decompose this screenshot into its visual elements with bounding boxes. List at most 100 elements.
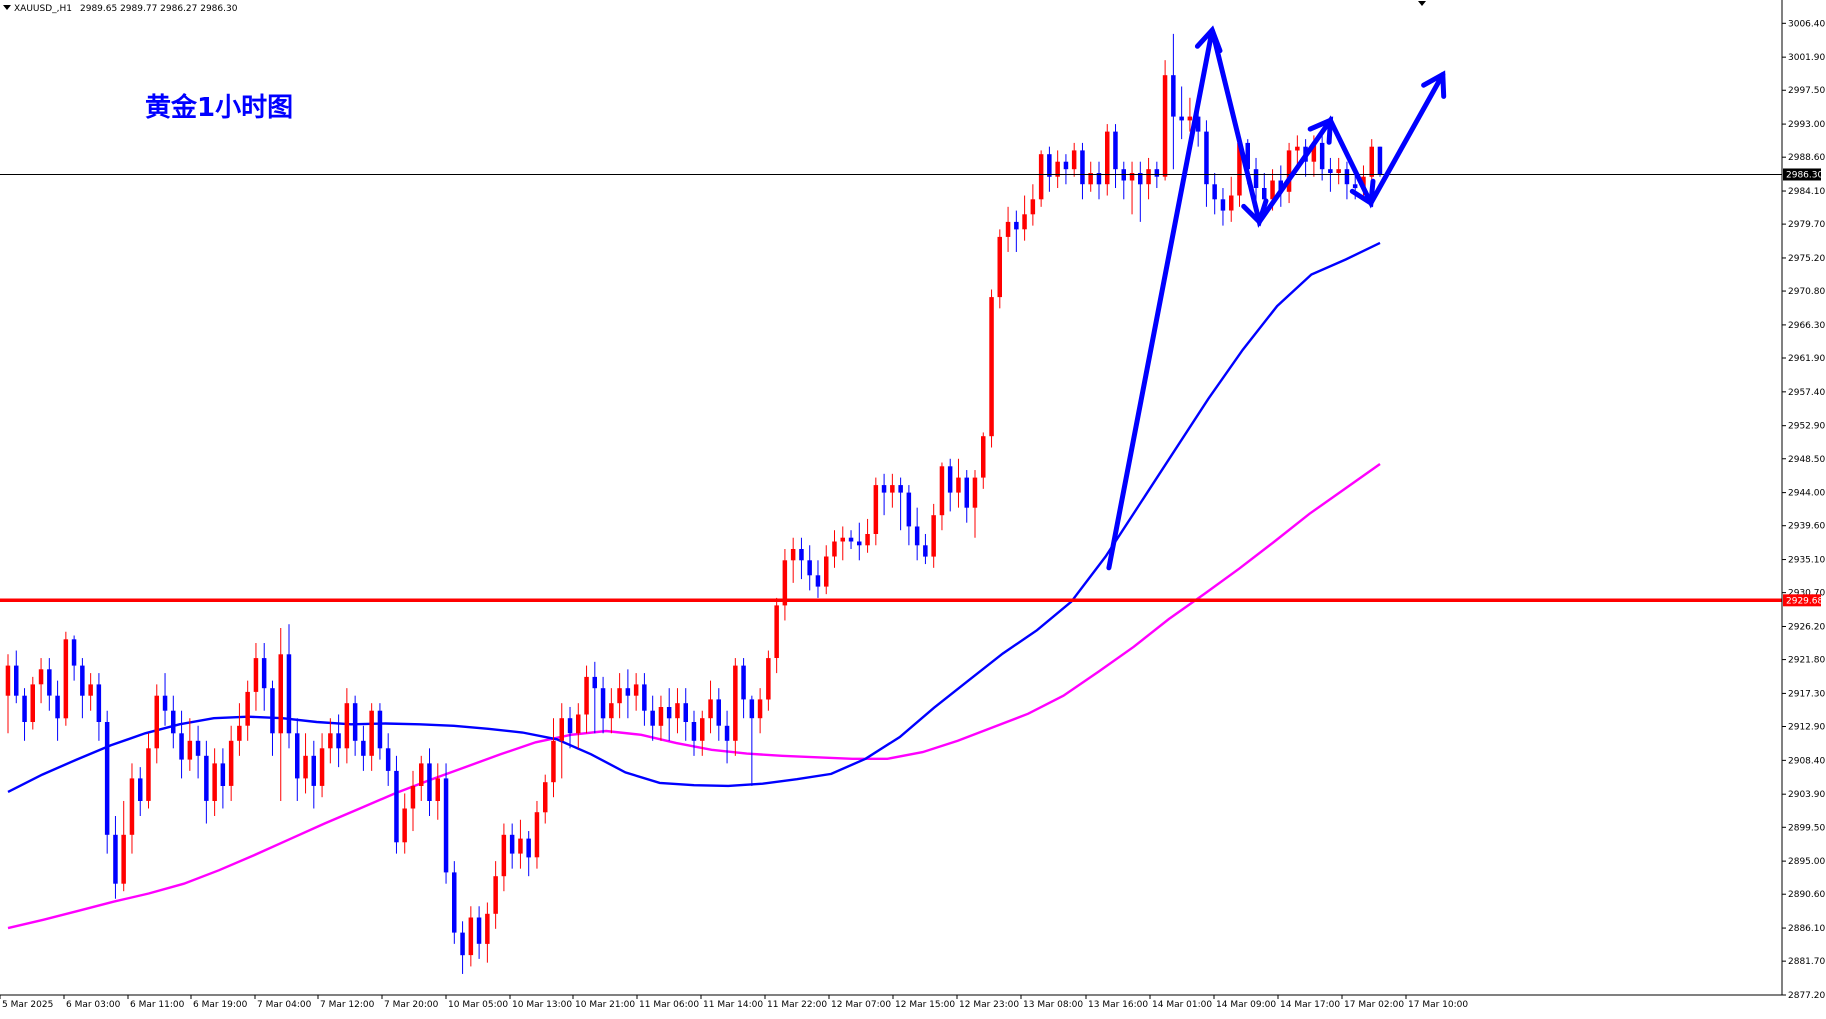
candle-body [749, 699, 755, 719]
candles-layer [5, 33, 1383, 974]
candle-body [1262, 188, 1267, 200]
candle-body [989, 297, 994, 437]
candle-body [683, 703, 688, 722]
chart-shift-marker-icon[interactable] [1418, 1, 1426, 6]
current-price-badge [1783, 168, 1821, 181]
x-tick-label: 6 Mar 19:00 [193, 1000, 248, 1010]
candle-body [286, 654, 292, 734]
candle-body [493, 876, 498, 914]
candle-body [1138, 173, 1143, 185]
candle-body [22, 695, 27, 722]
candle-body [419, 763, 424, 786]
y-tick-label: 2935.10 [1788, 556, 1825, 566]
candle-body [1319, 142, 1325, 170]
y-tick-label: 2984.10 [1788, 187, 1825, 197]
candle-body [154, 695, 159, 749]
candle-body [666, 707, 672, 719]
candle-body [939, 466, 945, 516]
candle-body [650, 710, 655, 726]
candle-body [1162, 75, 1168, 177]
symbol-dropdown-icon[interactable] [3, 5, 11, 10]
y-tick-label: 2917.30 [1788, 689, 1825, 699]
candle-body [724, 725, 730, 741]
candle-body [63, 639, 69, 719]
arrowhead-icon [1349, 178, 1376, 208]
candle-body [1113, 131, 1118, 170]
y-axis: 3006.40 3001.90 2997.50 2993.00 2988.60 2984.… [1782, 19, 1825, 1001]
candle-body [873, 485, 879, 534]
candle-body [443, 778, 449, 873]
candle-body [88, 684, 93, 696]
candle-body [501, 834, 507, 877]
candle-body [567, 718, 573, 734]
candle-body [171, 710, 176, 734]
x-tick-label: 13 Mar 16:00 [1088, 1000, 1148, 1010]
candle-body [716, 699, 721, 726]
candle-body [592, 676, 597, 689]
candle-body [369, 710, 374, 756]
candle-body [402, 808, 407, 843]
candle-body [708, 699, 713, 719]
candle-body [881, 485, 887, 493]
y-tick-label: 2997.50 [1788, 86, 1825, 96]
candle-body [1129, 173, 1135, 181]
hlines-layer [0, 173, 1782, 603]
candle-body [733, 665, 738, 741]
candle-body [1352, 184, 1358, 189]
candle-body [1204, 131, 1209, 185]
candle-body [824, 556, 829, 587]
candle-body [212, 763, 217, 801]
candle-body [956, 477, 961, 493]
candle-body [336, 733, 341, 749]
chart-title: 黄金1小时图 [145, 92, 293, 123]
candle-body [625, 688, 631, 696]
candle-body [906, 492, 912, 527]
x-axis: 5 Mar 2025 6 Mar 03:00 6 Mar 11:00 6 Mar 19… [0, 995, 1468, 1010]
candle-body [394, 770, 399, 843]
y-tick-label: 2908.40 [1788, 756, 1825, 766]
y-tick-label: 2948.50 [1788, 455, 1825, 465]
y-tick-label: 2961.90 [1788, 354, 1825, 364]
candle-body [518, 838, 523, 854]
candle-body [80, 665, 85, 696]
arrowhead-icon [1307, 116, 1334, 145]
candle-body [96, 684, 102, 722]
x-tick-label: 12 Mar 23:00 [959, 1000, 1019, 1010]
current-price-label: 2986.30 [1786, 170, 1823, 180]
candle-body [782, 560, 788, 606]
candle-body [1328, 169, 1333, 173]
candle-body [559, 718, 564, 741]
candle-body [1220, 199, 1226, 211]
arrowhead-icon [1194, 25, 1223, 54]
x-tick-label: 11 Mar 06:00 [639, 1000, 699, 1010]
y-tick-label: 2939.60 [1788, 522, 1825, 532]
candle-body [914, 526, 920, 546]
candle-body [642, 684, 647, 711]
candle-body [237, 725, 242, 741]
candle-body [195, 740, 201, 756]
x-tick-label: 10 Mar 13:00 [512, 1000, 572, 1010]
candle-body [1063, 161, 1069, 170]
candle-body [600, 688, 606, 719]
y-tick-label: 2899.50 [1788, 823, 1825, 833]
trend-arrow-path [1106, 29, 1446, 571]
candle-body [1005, 221, 1011, 237]
x-tick-label: 14 Mar 17:00 [1280, 1000, 1340, 1010]
x-tick-label: 11 Mar 14:00 [703, 1000, 763, 1010]
candle-body [741, 665, 746, 700]
candle-body [633, 684, 639, 696]
trend-arrows [1106, 25, 1447, 571]
candle-body [1179, 116, 1184, 121]
arrowhead-icon [1241, 198, 1269, 227]
x-tick-label: 17 Mar 02:00 [1344, 1000, 1404, 1010]
y-tick-label: 2921.80 [1788, 656, 1825, 666]
candle-body [460, 932, 465, 956]
candle-body [228, 740, 234, 786]
arrowhead-icon [1421, 70, 1447, 99]
candle-body [609, 703, 614, 719]
candle-body [261, 658, 267, 689]
candle-body [1229, 195, 1234, 211]
x-tick-label: 7 Mar 04:00 [257, 1000, 312, 1010]
